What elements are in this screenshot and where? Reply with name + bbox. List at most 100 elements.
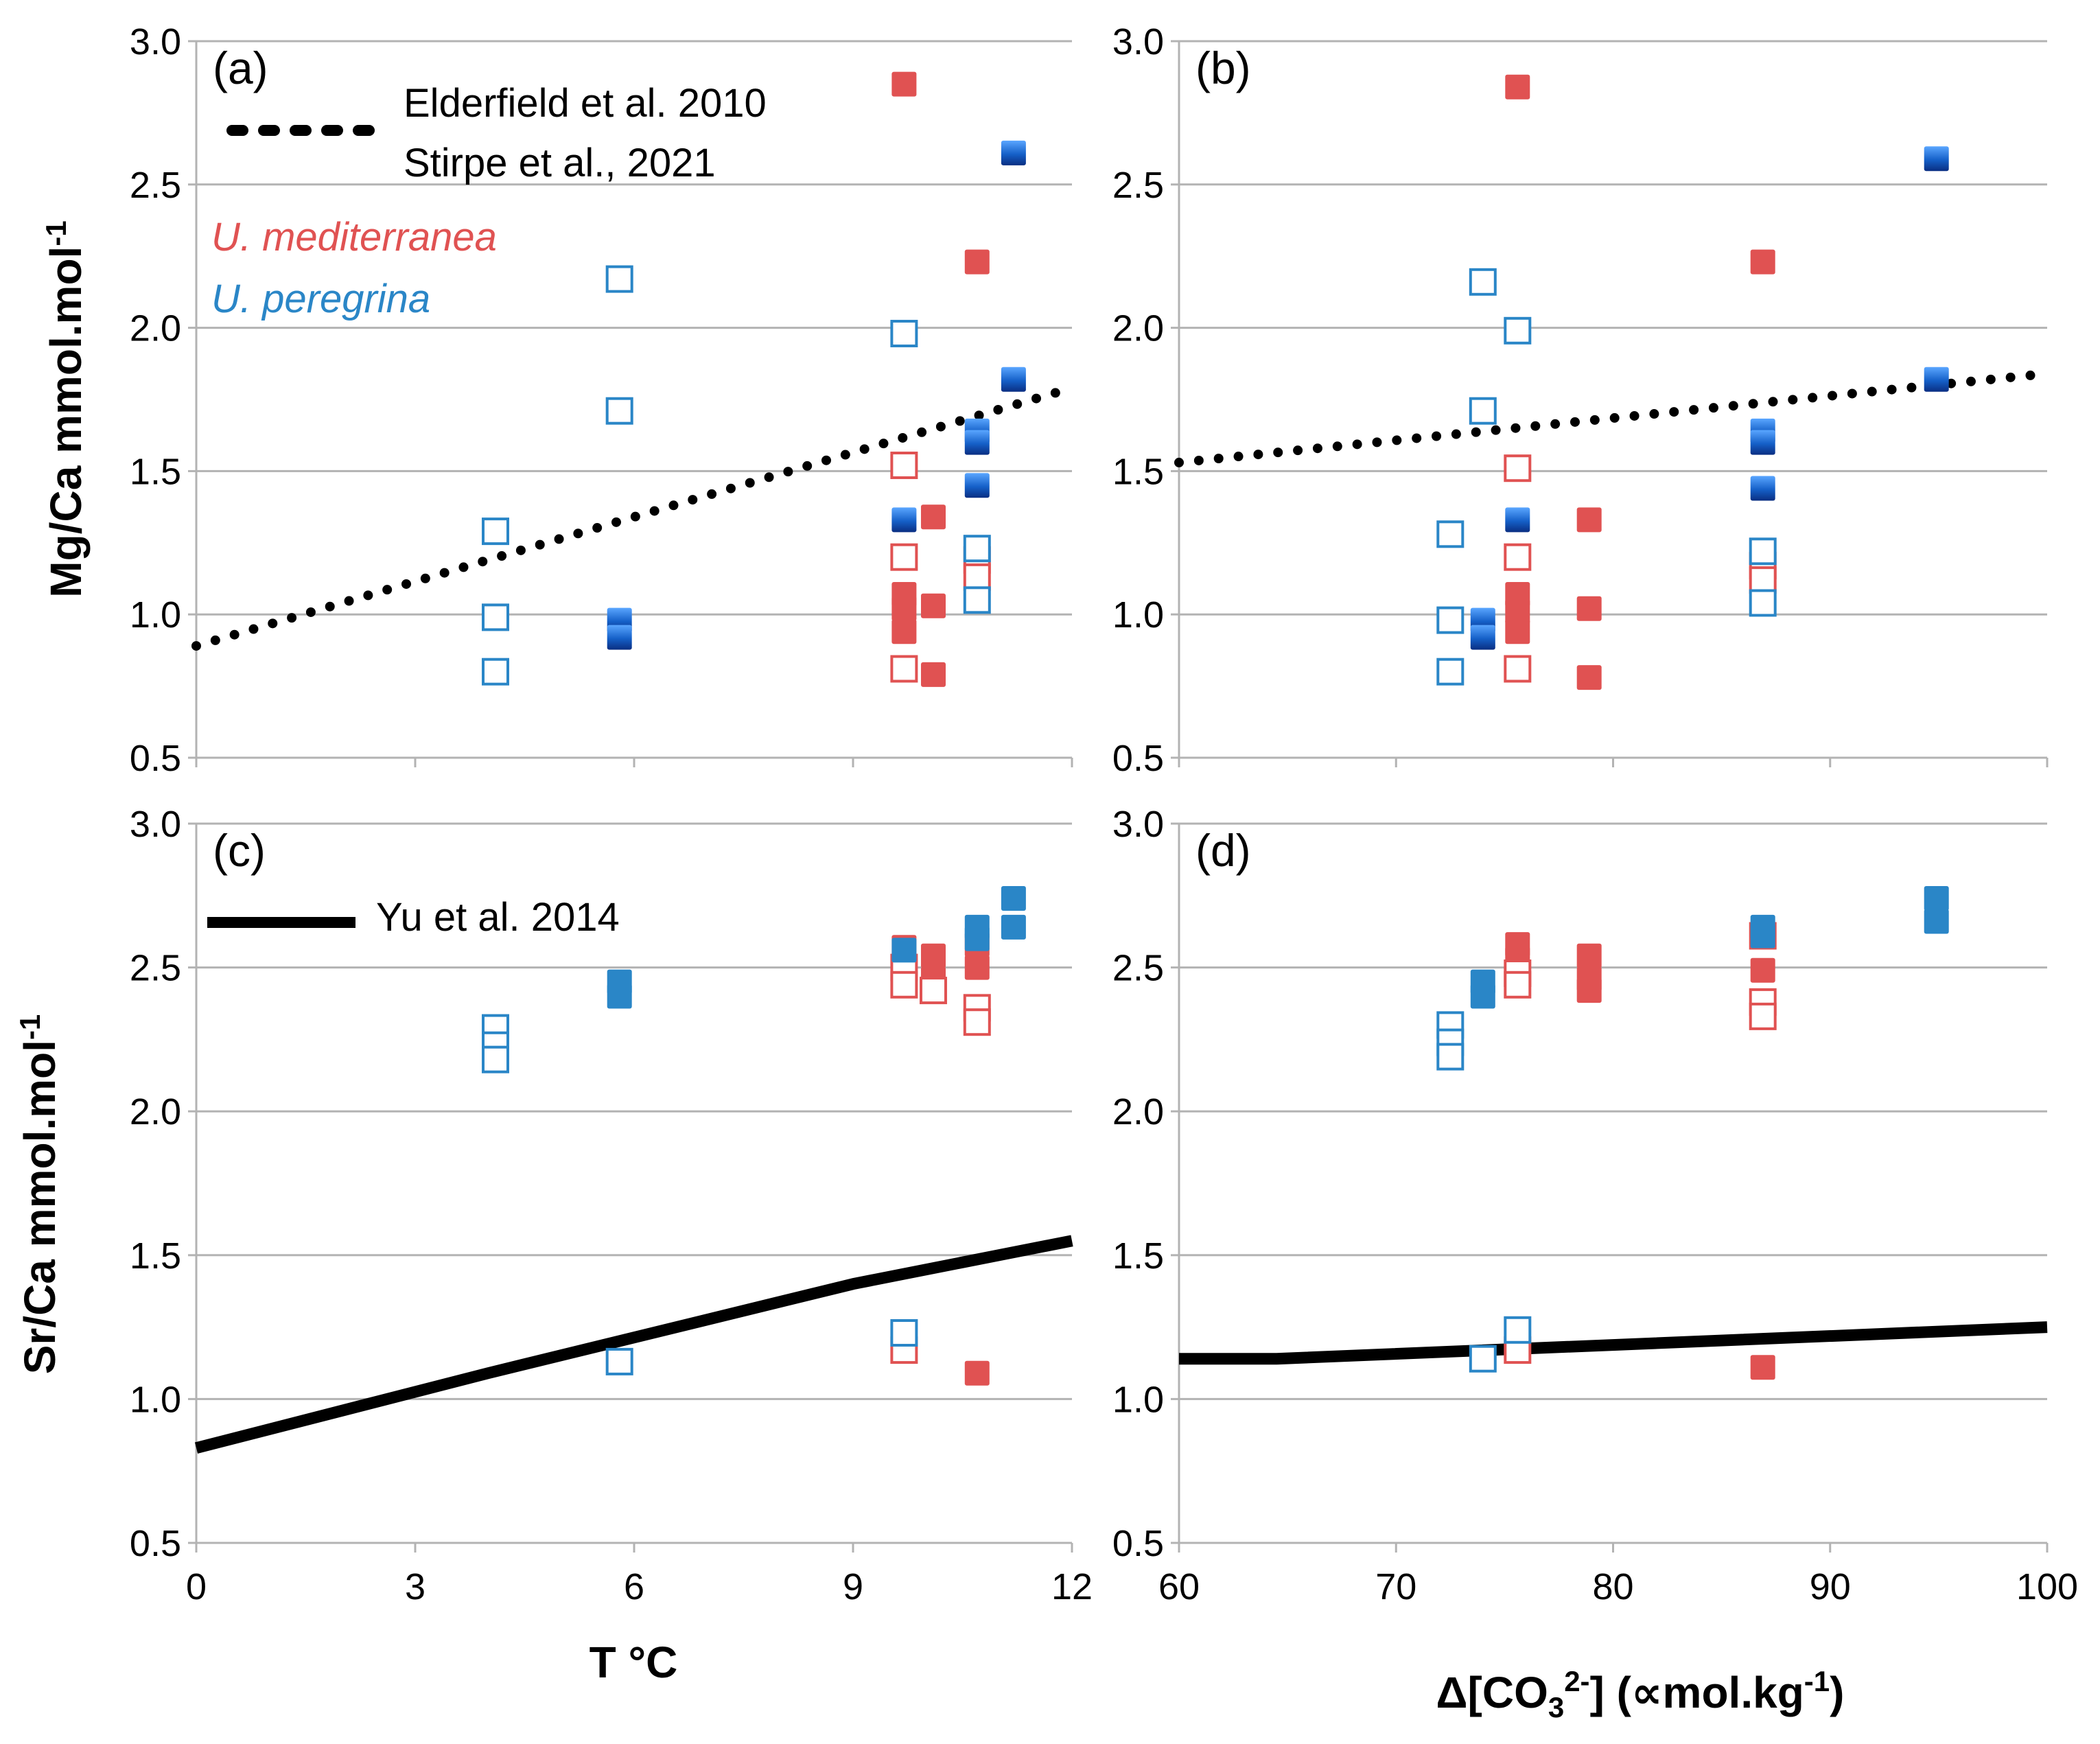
point-mediterranea-a (921, 593, 946, 618)
mg-axis-title: Mg/Ca mmol.mol-1 (40, 220, 91, 597)
point-mediterranea-d (1576, 978, 1602, 1003)
point-mediterranea-open-d (1504, 970, 1532, 999)
x-tick-label-d: 70 (1375, 1566, 1416, 1607)
y-tick-label-b: 3.0 (1112, 21, 1164, 62)
point-peregrina-d (1924, 886, 1949, 911)
y-tick-label-c: 0.5 (130, 1523, 181, 1564)
x-tick-label-c: 9 (843, 1566, 863, 1607)
x-tick-label-d: 60 (1158, 1566, 1200, 1607)
point-peregrina-a (964, 430, 990, 455)
x-tick-label-c: 3 (405, 1566, 425, 1607)
point-mediterranea-open-a (890, 543, 918, 571)
x-tick-label-d: 100 (2016, 1566, 2078, 1607)
y-tick-label-c: 2.0 (130, 1091, 181, 1132)
point-peregrina-open-b (1436, 658, 1465, 686)
y-tick-label-d: 1.5 (1112, 1235, 1164, 1277)
point-peregrina-open-b (1436, 606, 1465, 634)
panel-b: 0.5 1.0 1.5 2.0 2.5 3.0 (b) (1112, 21, 2052, 779)
sr-axis-title: Sr/Ca mmol.mol-1 (14, 1014, 65, 1375)
y-tick-label-a: 2.5 (130, 165, 181, 206)
point-peregrina-open-b (1749, 589, 1777, 617)
point-peregrina-open-a (482, 658, 509, 686)
y-tick-label-b: 1.5 (1112, 451, 1164, 492)
y-tick-label-c: 3.0 (130, 804, 181, 845)
y-tick-label-a: 1.5 (130, 451, 181, 492)
x-tick-label-c: 12 (1051, 1566, 1093, 1607)
point-peregrina-c (891, 938, 917, 963)
point-peregrina-open-b (1436, 520, 1465, 548)
point-mediterranea-open-b (1504, 543, 1532, 571)
y-tick-label-c: 1.5 (130, 1235, 181, 1277)
point-mediterranea-open-c (890, 970, 918, 999)
point-mediterranea-open-d (1749, 1002, 1777, 1030)
point-mediterranea-open-b (1504, 454, 1532, 482)
legend-c: Yu et al. 2014 (207, 895, 620, 940)
point-mediterranea-a (891, 596, 917, 621)
y-tick-label-d: 2.0 (1112, 1091, 1164, 1132)
point-peregrina-open-a (482, 603, 509, 631)
point-peregrina-open-b (1469, 397, 1497, 425)
point-peregrina-open-c (482, 1045, 509, 1073)
y-tick-label-d: 1.0 (1112, 1379, 1164, 1420)
point-peregrina-open-a (963, 535, 991, 563)
point-peregrina-open-d (1504, 1316, 1532, 1344)
point-mediterranea-d (1576, 943, 1602, 968)
point-peregrina-c (964, 926, 990, 951)
point-peregrina-open-a (482, 518, 509, 546)
y-tick-label-b: 1.0 (1112, 594, 1164, 636)
trend-line-a (191, 383, 1077, 651)
point-mediterranea-b (1576, 665, 1602, 690)
y-tick-label-a: 1.0 (130, 594, 181, 636)
y-tick-label-c: 1.0 (130, 1379, 181, 1420)
legend-mediterranea: U. mediterranea (211, 215, 497, 259)
legend-peregrina: U. peregrina (211, 277, 430, 321)
point-peregrina-open-a (605, 265, 633, 293)
x-tick-label-d: 80 (1592, 1566, 1633, 1607)
point-mediterranea-b (1505, 619, 1530, 644)
x-tick-label-c: 6 (624, 1566, 644, 1607)
point-mediterranea-c (964, 955, 990, 980)
y-tick-label-b: 2.5 (1112, 165, 1164, 206)
point-mediterranea-a (891, 619, 917, 644)
point-peregrina-b (1470, 625, 1495, 650)
x-tick-label-c: 0 (186, 1566, 207, 1607)
point-mediterranea-open-a (963, 563, 991, 591)
point-mediterranea-c (964, 1360, 990, 1386)
panel-c: 0.5 1.0 1.5 2.0 2.5 3.0 0 3 6 9 12 (c) (130, 804, 1093, 1607)
panel-a: 0.5 1.0 1.5 2.0 2.5 3.0 (a) (130, 21, 1077, 779)
point-peregrina-c (1001, 886, 1026, 911)
point-peregrina-open-d (1469, 1345, 1497, 1373)
trend-line-b (1174, 369, 2052, 467)
point-peregrina-a (964, 473, 990, 498)
y-tick-label-a: 2.0 (130, 308, 181, 349)
point-mediterranea-a (964, 249, 990, 275)
x-axis-title-carbonate: Δ[CO32-] (∝mol.kg-1) (1436, 1665, 1845, 1723)
legend-yu: Yu et al. 2014 (376, 895, 620, 940)
point-peregrina-b (1924, 367, 1949, 392)
panel-label-b: (b) (1195, 43, 1251, 93)
point-peregrina-open-c (605, 1347, 633, 1375)
point-peregrina-d (1470, 984, 1495, 1009)
point-mediterranea-b (1750, 249, 1775, 275)
point-peregrina-open-b (1469, 268, 1497, 296)
legend-elderfield: Elderfield et al. 2010 (404, 81, 767, 126)
point-peregrina-c (607, 984, 632, 1009)
point-mediterranea-b (1576, 507, 1602, 533)
point-mediterranea-a (921, 662, 946, 687)
x-axis-title-temperature: T °C (590, 1638, 678, 1687)
y-tick-label-d: 2.5 (1112, 948, 1164, 989)
point-mediterranea-d (1750, 1355, 1775, 1380)
panel-label-c: (c) (213, 825, 266, 876)
x-tick-label-d: 90 (1810, 1566, 1851, 1607)
y-tick-label-b: 2.0 (1112, 308, 1164, 349)
point-mediterranea-b (1505, 599, 1530, 624)
point-mediterranea-open-b (1504, 655, 1532, 683)
point-peregrina-b (1924, 146, 1949, 172)
point-mediterranea-c (921, 943, 946, 968)
point-peregrina-open-b (1504, 316, 1532, 345)
point-mediterranea-open-c (963, 1008, 991, 1036)
point-peregrina-a (607, 625, 632, 650)
point-mediterranea-a (891, 71, 917, 97)
y-tick-label-d: 3.0 (1112, 804, 1164, 845)
point-peregrina-open-d (1436, 1043, 1465, 1071)
